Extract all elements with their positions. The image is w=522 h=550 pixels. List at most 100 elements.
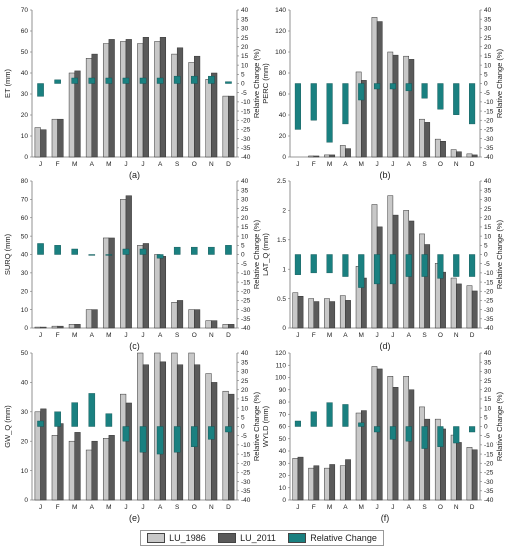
right-tick-label: -15 — [241, 279, 251, 286]
right-tick-label: 35 — [484, 187, 492, 194]
left-tick-label: 20 — [279, 473, 287, 480]
bar-lu1986 — [308, 155, 314, 158]
bar-lu1986 — [419, 118, 425, 158]
x-tick-label: N — [209, 332, 214, 339]
right-tick-label: 0 — [484, 252, 488, 259]
bar-lu1986 — [85, 449, 93, 501]
bar-lu1986 — [137, 43, 144, 158]
right-tick-label: 40 — [484, 7, 492, 14]
right-tick-label: 25 — [241, 378, 249, 385]
bar-lu2011 — [228, 324, 235, 329]
legend-label-relative-change: Relative Change — [310, 533, 377, 543]
left-tick-label: 120 — [275, 350, 286, 357]
x-tick-label: D — [470, 504, 475, 511]
x-tick-label: D — [226, 332, 231, 339]
bar-lu1986 — [85, 309, 93, 329]
x-tick-label: J — [39, 504, 42, 511]
left-tick-label: 70 — [279, 411, 287, 418]
left-tick-label: 40 — [279, 112, 287, 119]
y2-axis-title: Relative Change (%) — [252, 48, 261, 118]
bar-relative-change — [389, 83, 396, 90]
right-tick-label: -25 — [484, 127, 494, 134]
bar-relative-change — [310, 411, 317, 427]
right-tick-label: 5 — [484, 72, 488, 79]
right-tick-label: 20 — [484, 44, 492, 51]
bar-relative-change — [437, 83, 444, 110]
bar-lu2011 — [228, 95, 235, 158]
right-tick-label: -30 — [241, 307, 251, 314]
right-tick-label: -30 — [241, 136, 251, 143]
right-tick-label: 10 — [484, 62, 492, 69]
x-tick-label: J — [124, 161, 127, 168]
left-tick-label: 10 — [21, 468, 29, 475]
x-tick-label: J — [124, 504, 127, 511]
bar-lu2011 — [456, 442, 462, 501]
bar-relative-change — [88, 77, 96, 84]
bar-relative-change — [225, 81, 232, 84]
right-tick-label: -10 — [241, 442, 251, 449]
bar-lu2011 — [376, 21, 383, 158]
bar-lu2011 — [142, 37, 149, 158]
left-tick-label: 40 — [21, 380, 29, 387]
right-tick-label: 20 — [241, 215, 249, 222]
right-tick-label: -20 — [241, 460, 251, 467]
bar-lu1986 — [171, 53, 178, 158]
x-tick-label: N — [209, 161, 214, 168]
left-tick-label: 60 — [21, 28, 29, 35]
x-tick-label: A — [158, 504, 163, 511]
right-tick-label: 15 — [484, 396, 492, 403]
left-tick-label: 20 — [21, 288, 29, 295]
bar-lu1986 — [308, 298, 314, 329]
left-tick-label: 30 — [21, 270, 29, 277]
left-tick-label: 70 — [21, 7, 29, 14]
x-tick-label: J — [375, 161, 378, 168]
bar-relative-change — [173, 426, 181, 453]
bar-lu2011 — [297, 456, 304, 501]
bar-relative-change — [310, 83, 317, 121]
right-tick-label: 0 — [241, 252, 245, 259]
right-tick-label: 35 — [484, 16, 492, 23]
bar-relative-change — [374, 254, 381, 285]
right-tick-label: -35 — [484, 488, 494, 495]
bar-lu1986 — [51, 118, 58, 158]
left-tick-label: 50 — [21, 233, 29, 240]
right-tick-label: 15 — [484, 224, 492, 231]
left-tick-label: 80 — [21, 178, 29, 185]
bar-relative-change — [54, 245, 61, 255]
bar-lu2011 — [211, 382, 218, 501]
right-tick-label: -30 — [484, 307, 494, 314]
bar-relative-change — [358, 422, 365, 427]
right-tick-label: -40 — [484, 154, 494, 161]
x-tick-label: J — [391, 504, 394, 511]
right-tick-label: 5 — [484, 415, 488, 422]
bar-relative-change — [191, 246, 198, 255]
x-tick-label: O — [438, 161, 443, 168]
bar-relative-change — [139, 426, 147, 453]
x-tick-label: F — [312, 332, 316, 339]
bar-relative-change — [437, 426, 444, 447]
left-tick-label: 40 — [21, 252, 29, 259]
bar-relative-change — [139, 77, 147, 84]
y2-axis-title: Relative Change (%) — [252, 219, 261, 289]
bar-lu1986 — [102, 43, 110, 158]
bar-lu2011 — [424, 122, 431, 158]
right-tick-label: 40 — [241, 350, 249, 357]
chart-legend: LU_1986 LU_2011 Relative Change — [140, 530, 384, 546]
right-tick-label: 35 — [241, 16, 249, 23]
bar-lu1986 — [102, 438, 110, 501]
x-tick-label: J — [39, 332, 42, 339]
bar-lu1986 — [339, 295, 346, 329]
x-tick-label: J — [296, 332, 299, 339]
bar-relative-change — [421, 254, 428, 277]
x-tick-label: D — [226, 161, 231, 168]
bar-lu1986 — [68, 72, 75, 158]
left-tick-label: 50 — [21, 49, 29, 56]
x-tick-label: O — [192, 161, 197, 168]
bar-relative-change — [374, 426, 381, 433]
bar-lu1986 — [403, 55, 409, 158]
bar-lu2011 — [345, 459, 351, 501]
right-tick-label: 20 — [241, 387, 249, 394]
bar-relative-change — [326, 402, 333, 427]
bar-lu2011 — [440, 271, 446, 329]
x-tick-label: N — [454, 332, 459, 339]
